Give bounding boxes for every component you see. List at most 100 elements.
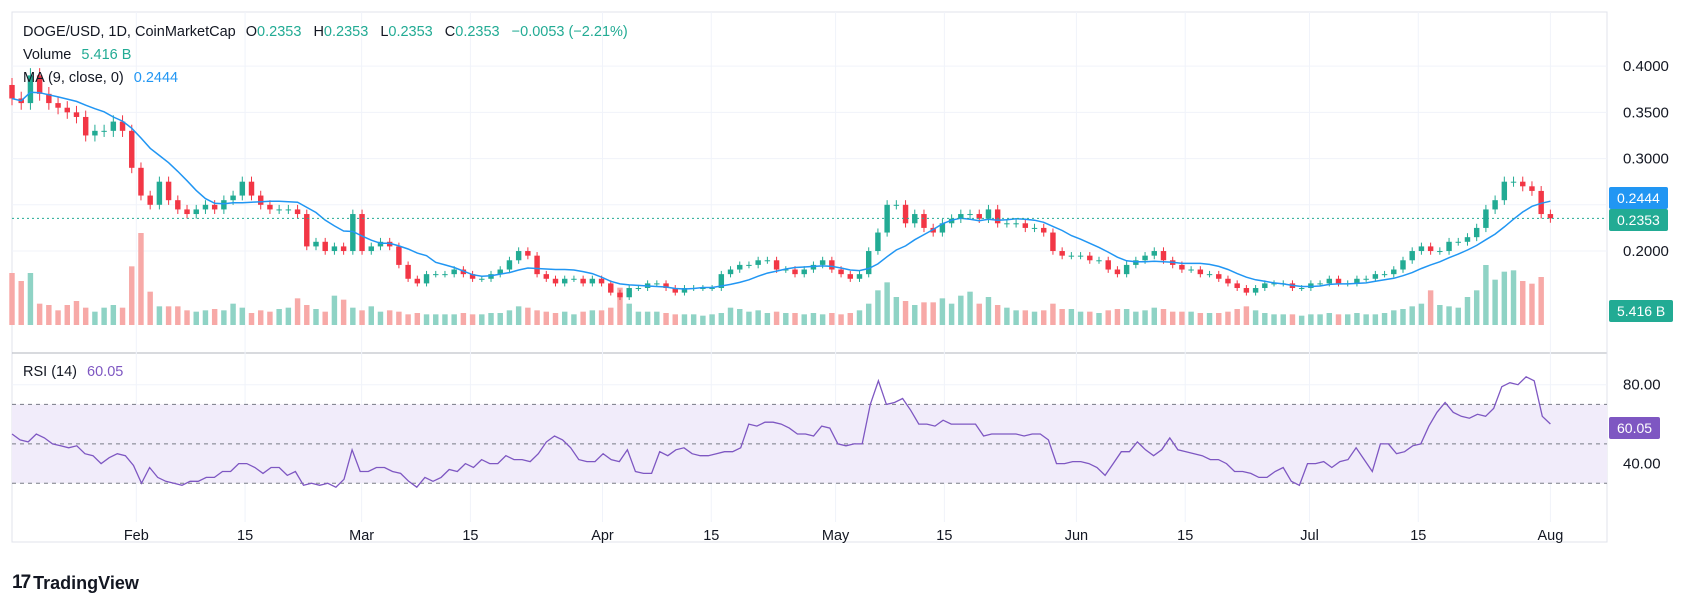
volume-bar [976, 303, 982, 325]
volume-bar [1096, 313, 1102, 325]
volume-bar [884, 282, 890, 325]
candle-body [755, 260, 761, 265]
candle-body [1252, 288, 1259, 293]
volume-bar [497, 313, 503, 325]
candle-body [285, 209, 292, 211]
volume-bar [1455, 307, 1461, 325]
volume-bar [838, 314, 844, 325]
ma-line [11, 91, 1551, 290]
candle-body [469, 274, 476, 279]
volume-bar [276, 309, 282, 325]
volume-bar [608, 307, 614, 325]
volume-bar [644, 311, 651, 325]
candle-body [856, 274, 863, 279]
candle-body [1464, 237, 1471, 242]
candle-body [175, 200, 181, 210]
volume-bar [1418, 303, 1425, 325]
volume-bar [875, 290, 881, 325]
rsi-tick-label: 40.00 [1623, 456, 1661, 473]
close-key: C [444, 24, 456, 40]
volume-bar [64, 305, 70, 325]
volume-legend[interactable]: Volume 5.416 B [23, 47, 137, 63]
candle-body [184, 209, 190, 215]
candle-body [1216, 274, 1222, 279]
volume-bar [165, 306, 172, 325]
ohlc-legend: DOGE/USD, 1D, CoinMarketCap O0.2353 H0.2… [23, 24, 634, 40]
tradingview-brand: TradingView [33, 572, 139, 593]
volume-bar [1501, 271, 1508, 325]
candle-body [746, 264, 752, 266]
close-value: 0.2353 [455, 24, 500, 40]
candle-body [1409, 251, 1415, 261]
ma-price-badge: 0.2444 [1609, 187, 1668, 209]
candle-body [248, 181, 255, 196]
symbol-label[interactable]: DOGE/USD, 1D, CoinMarketCap [23, 24, 236, 40]
candle-body [1206, 274, 1213, 276]
volume-bar [248, 313, 255, 325]
volume-bar [847, 313, 853, 325]
volume-bar [1427, 290, 1434, 325]
candle-body [1234, 283, 1240, 289]
candle-body [64, 107, 70, 113]
volume-bar [635, 311, 642, 325]
high-key: H [313, 24, 324, 40]
candle-body [1041, 227, 1047, 233]
volume-bar [1151, 307, 1157, 325]
volume-bar [921, 302, 927, 325]
volume-bar [82, 307, 89, 325]
volume-bar [55, 310, 61, 325]
volume-bar [1160, 309, 1167, 325]
volume-bar [1510, 270, 1517, 325]
tradingview-logo-icon: 17 [12, 572, 31, 593]
volume-bar [1077, 311, 1084, 325]
volume-bar [138, 233, 144, 325]
candle-body [211, 204, 218, 210]
candle-body [1133, 260, 1139, 265]
volume-bar [359, 310, 365, 325]
candle-body [1077, 255, 1084, 257]
volume-bar [1133, 311, 1139, 325]
moving-average-line [11, 91, 1551, 290]
candle-body [27, 75, 34, 104]
volume-bar [386, 310, 393, 325]
open-key: O [245, 24, 258, 40]
volume-bar [1123, 309, 1130, 325]
candle-body [829, 260, 835, 270]
candle-body [1317, 283, 1323, 285]
volume-bar [36, 303, 43, 325]
volume-bar [580, 311, 586, 325]
volume-bar [1252, 310, 1259, 325]
candle-body [810, 264, 817, 270]
ma-legend-value: 0.2444 [133, 70, 179, 86]
volume-bar [727, 307, 734, 325]
volume-bar [423, 314, 430, 325]
candle-body [1087, 255, 1093, 261]
low-key: L [380, 24, 389, 40]
candle-body [1372, 274, 1379, 279]
volume-bar [783, 313, 789, 325]
volume-bar [939, 298, 946, 325]
candle-body [340, 246, 347, 252]
ma-legend[interactable]: MA (9, close, 0) 0.2444 [23, 70, 184, 86]
volume-bar [1446, 306, 1452, 325]
volume-bar [515, 306, 522, 325]
candle-body [129, 130, 135, 168]
volume-bar [865, 303, 872, 325]
volume-bar [73, 301, 80, 325]
candle-body [847, 274, 853, 279]
candle-body [1381, 274, 1388, 276]
candle-body [73, 112, 80, 117]
candle-body [9, 84, 15, 99]
rsi-legend[interactable]: RSI (14) 60.05 [23, 364, 129, 380]
candle-body [801, 269, 807, 275]
tradingview-footer[interactable]: 17 TradingView [12, 572, 139, 594]
candle-body [608, 283, 614, 293]
volume-bar [617, 287, 623, 325]
candle-body [1142, 255, 1148, 261]
candle-body [165, 181, 172, 201]
volume-bar [1520, 281, 1526, 325]
volume-bar [1031, 311, 1038, 325]
time-tick-label: Jun [1065, 528, 1088, 544]
volume-bar [902, 301, 909, 325]
candle-body [377, 241, 384, 247]
